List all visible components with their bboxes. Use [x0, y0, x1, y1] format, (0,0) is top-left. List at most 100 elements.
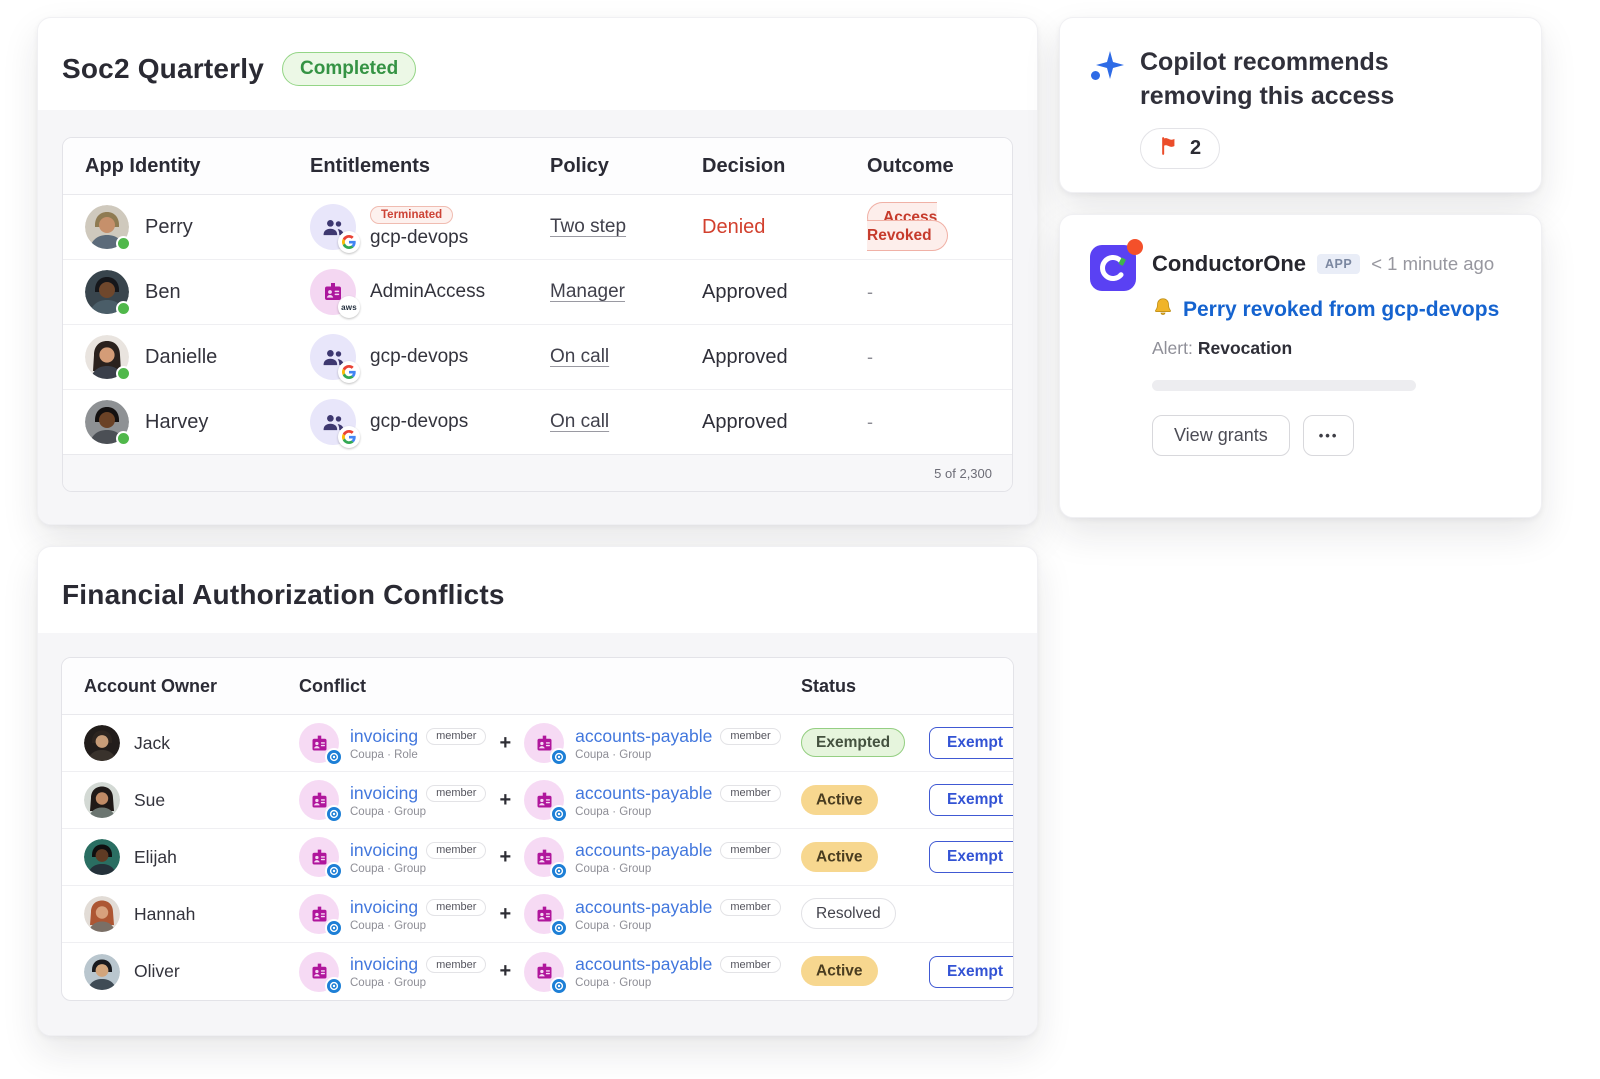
table-row: Elijah invoicing member Coupa · Gro: [62, 829, 1013, 886]
id-badge-icon: [524, 894, 569, 937]
group-icon: [310, 399, 360, 448]
decision-value: Approved: [702, 280, 788, 303]
soc2-review-table: App Identity Entitlements Policy Decisio…: [62, 137, 1013, 492]
financial-conflicts-card: Financial Authorization Conflicts Accoun…: [37, 546, 1038, 1036]
entitlement-source: Coupa · Group: [350, 805, 427, 818]
presence-indicator: [116, 301, 131, 316]
exempt-button[interactable]: Exempt: [929, 784, 1013, 816]
decision-value: Approved: [702, 345, 788, 368]
account-owner-name: Jack: [134, 732, 170, 753]
revocation-message-link[interactable]: Perry revoked from gcp-devops: [1183, 297, 1500, 321]
coupa-badge: [325, 919, 343, 937]
table-row: Perry Terminated gcp-devops: [63, 195, 1012, 260]
view-grants-button[interactable]: View grants: [1152, 415, 1290, 456]
avatar: [84, 953, 120, 990]
col-header-outcome: Outcome: [867, 154, 954, 177]
col-header-decision: Decision: [702, 154, 786, 177]
id-badge-icon: [299, 894, 343, 937]
id-badge-icon: [299, 837, 343, 880]
status-badge: Resolved: [801, 898, 896, 929]
entitlement-link[interactable]: accounts-payable: [575, 896, 713, 917]
account-owner-name: Elijah: [134, 846, 177, 867]
identity-name: Ben: [145, 280, 181, 303]
table-row: Danielle gcp-devops On call: [63, 325, 1012, 390]
coupa-badge: [550, 919, 569, 937]
status-badge: Active: [801, 956, 878, 986]
id-badge-icon: aws: [310, 269, 360, 318]
status-badge: Active: [801, 784, 878, 815]
entitlement-source: Coupa · Group: [575, 919, 652, 932]
id-badge-icon: [299, 951, 343, 995]
conductorone-logo: [1090, 239, 1143, 291]
coupa-badge: [550, 748, 569, 766]
col-header-status: Status: [801, 675, 857, 696]
policy-link[interactable]: Manager: [550, 281, 625, 302]
bell-icon: [1152, 296, 1174, 323]
access-revoked-badge: Access Revoked: [867, 202, 948, 251]
id-badge-icon: [524, 723, 569, 766]
exempt-button[interactable]: Exempt: [929, 955, 1013, 988]
member-tag: member: [426, 956, 487, 973]
account-owner-name: Oliver: [134, 961, 180, 981]
entitlement-source: Coupa · Group: [575, 862, 652, 875]
page: Soc2 Quarterly Completed App Identity En…: [37, 17, 1542, 1036]
entitlement-source: Coupa · Group: [575, 748, 652, 761]
alert-label: Alert:: [1152, 338, 1193, 358]
member-tag: member: [720, 727, 781, 745]
account-owner-name: Hannah: [134, 903, 196, 924]
google-badge: [338, 361, 360, 383]
table-row: Jack invoicing member Coupa · Role: [62, 715, 1013, 772]
col-header-app-identity: App Identity: [85, 154, 201, 177]
entitlement-link[interactable]: invoicing: [350, 839, 419, 860]
id-badge-icon: [524, 837, 569, 880]
google-badge: [338, 231, 360, 253]
flag-icon: [1159, 136, 1179, 161]
coupa-badge: [550, 805, 569, 823]
copilot-recommendation-card: Copilot recommends removing this access …: [1059, 17, 1542, 193]
avatar: [85, 335, 131, 381]
presence-indicator: [116, 236, 131, 251]
avatar: [85, 400, 131, 446]
coupa-badge: [325, 976, 343, 995]
entitlement-link[interactable]: invoicing: [350, 954, 419, 974]
copilot-sparkle-icon: [1088, 47, 1128, 92]
conflicts-table-panel: Account Owner Conflict Status Jack: [38, 633, 1037, 1035]
entitlement-link[interactable]: invoicing: [350, 782, 419, 803]
entitlement-source: Coupa · Role: [350, 748, 418, 761]
entitlement-link[interactable]: invoicing: [350, 725, 419, 746]
table-row: Sue invoicing member Coupa · Group: [62, 772, 1013, 829]
exempt-button[interactable]: Exempt: [929, 727, 1013, 759]
policy-link[interactable]: On call: [550, 411, 610, 432]
entitlement-source: Coupa · Group: [575, 977, 652, 989]
entitlement-link[interactable]: accounts-payable: [575, 782, 713, 803]
presence-indicator: [116, 431, 131, 446]
entitlement-link[interactable]: invoicing: [350, 896, 419, 917]
identity-name: Danielle: [145, 345, 218, 368]
alert-value: Revocation: [1197, 338, 1293, 358]
entitlement-link[interactable]: accounts-payable: [575, 725, 713, 746]
conflict-joiner: +: [499, 731, 512, 754]
coupa-badge: [550, 862, 569, 880]
account-owner-name: Sue: [134, 789, 166, 810]
conflict-joiner: +: [499, 960, 512, 982]
conflicts-card-title: Financial Authorization Conflicts: [62, 579, 505, 610]
status-badge: Active: [801, 841, 878, 872]
entitlement-name: gcp-devops: [370, 226, 469, 248]
entitlement-source: Coupa · Group: [575, 805, 652, 818]
entitlement-link[interactable]: accounts-payable: [575, 839, 713, 860]
entitlement-name: AdminAccess: [370, 281, 486, 302]
soc2-card-title: Soc2 Quarterly: [62, 53, 264, 84]
avatar: [84, 725, 120, 761]
exempt-button[interactable]: Exempt: [929, 841, 1013, 873]
more-options-button[interactable]: •••: [1302, 415, 1355, 456]
entitlement-link[interactable]: accounts-payable: [575, 954, 713, 974]
flag-count-pill[interactable]: 2: [1140, 128, 1221, 169]
id-badge-icon: [524, 780, 569, 823]
outcome-empty: -: [867, 346, 873, 367]
avatar: [84, 782, 120, 818]
policy-link[interactable]: Two step: [550, 216, 627, 237]
col-header-account-owner: Account Owner: [84, 675, 218, 696]
policy-link[interactable]: On call: [550, 346, 610, 367]
table-pagination-count: 5 of 2,300: [63, 455, 1012, 491]
notification-timestamp: < 1 minute ago: [1371, 253, 1495, 274]
